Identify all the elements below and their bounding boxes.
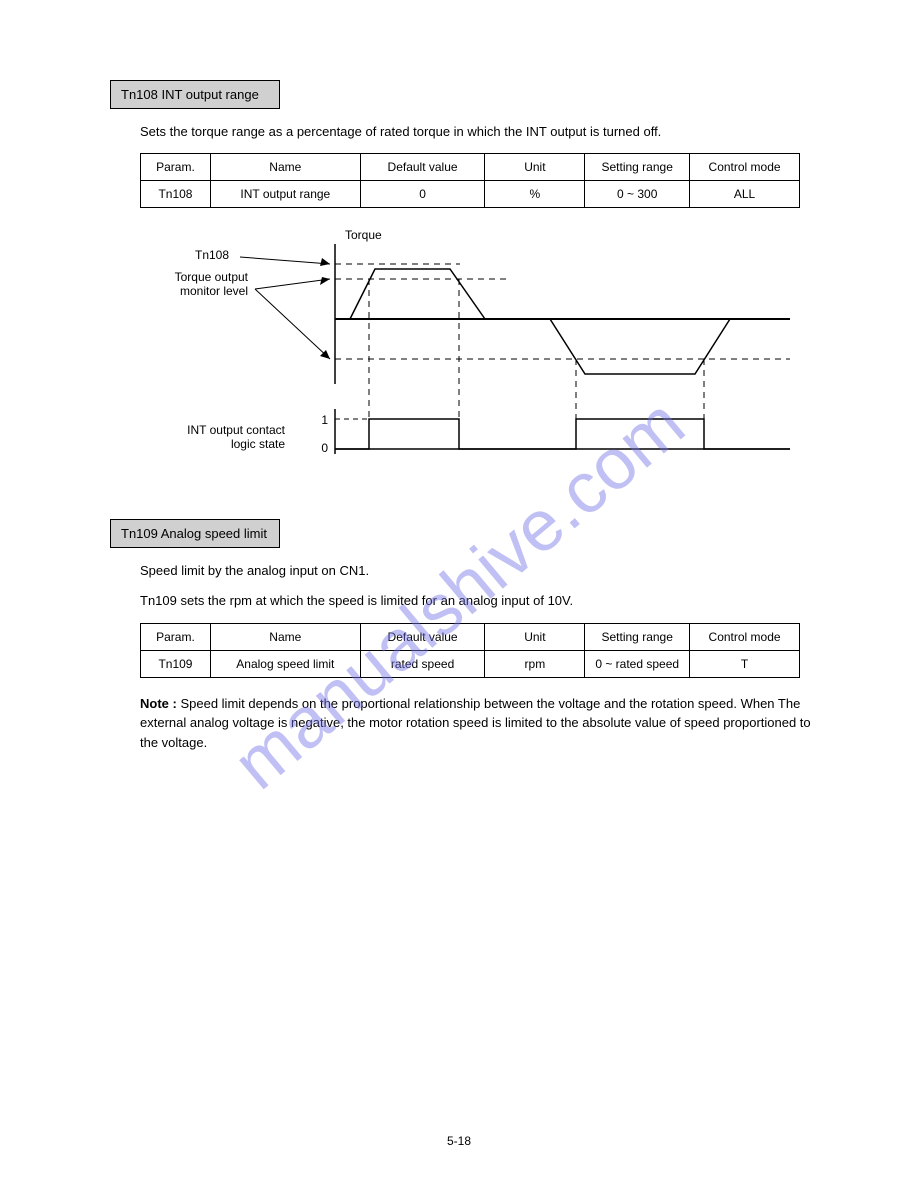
tn108-arrow-line [240,257,330,264]
torque-neg-pulse [550,319,730,374]
monitor-arrow-2 [255,289,330,359]
note-label: Note : [140,696,177,711]
param-header-tn108: Tn108 INT output range [110,80,280,109]
note-text: Speed limit depends on the proportional … [140,696,811,750]
cell-param: Tn108 [141,181,211,208]
cell-name: INT output range [210,181,360,208]
cell-name: Analog speed limit [210,650,360,677]
col-param: Param. [141,154,211,181]
table-header-row: Param. Name Default value Unit Setting r… [141,154,800,181]
cell-default: rated speed [360,650,485,677]
col-unit: Unit [485,623,585,650]
tn108-table: Param. Name Default value Unit Setting r… [140,153,800,208]
monitor-label-2: monitor level [180,284,248,298]
tn108-label: Tn108 [195,248,229,262]
col-range: Setting range [585,623,690,650]
page-content: Tn108 INT output range Sets the torque r… [0,0,918,830]
cell-range: 0 ~ rated speed [585,650,690,677]
table-row: Tn109 Analog speed limit rated speed rpm… [141,650,800,677]
col-default: Default value [360,154,485,181]
cell-default: 0 [360,181,485,208]
cell-range: 0 ~ 300 [585,181,690,208]
tn109-desc-1: Speed limit by the analog input on CN1. [140,562,818,580]
torque-pos-pulse [350,269,485,319]
torque-diagram: Tn108 Torque output monitor level INT ou… [140,224,818,489]
tn109-note: Note : Speed limit depends on the propor… [140,694,818,753]
col-param: Param. [141,623,211,650]
tn108-arrow-head [320,258,330,266]
col-mode: Control mode [690,154,800,181]
col-range: Setting range [585,154,690,181]
monitor-label-1: Torque output [175,270,249,284]
monitor-arrow-1 [255,279,330,289]
cell-mode: ALL [690,181,800,208]
tn109-desc-2: Tn109 sets the rpm at which the speed is… [140,592,818,610]
table-header-row: Param. Name Default value Unit Setting r… [141,623,800,650]
cell-mode: T [690,650,800,677]
param-header-tn109: Tn109 Analog speed limit [110,519,280,548]
timing-diagram-svg: Tn108 Torque output monitor level INT ou… [140,224,800,484]
tn109-table: Param. Name Default value Unit Setting r… [140,623,800,678]
int-waveform [335,419,790,449]
tick-0: 0 [321,441,328,455]
tick-1: 1 [321,413,328,427]
page-number: 5-18 [0,1134,918,1148]
col-unit: Unit [485,154,585,181]
torque-axis-label: Torque [345,228,382,242]
int-label-2: logic state [231,437,285,451]
col-mode: Control mode [690,623,800,650]
int-label-1: INT output contact [187,423,286,437]
cell-unit: rpm [485,650,585,677]
col-default: Default value [360,623,485,650]
tn108-description: Sets the torque range as a percentage of… [140,123,818,141]
monitor-arrow-head-1 [320,277,330,285]
cell-param: Tn109 [141,650,211,677]
col-name: Name [210,154,360,181]
col-name: Name [210,623,360,650]
cell-unit: % [485,181,585,208]
table-row: Tn108 INT output range 0 % 0 ~ 300 ALL [141,181,800,208]
